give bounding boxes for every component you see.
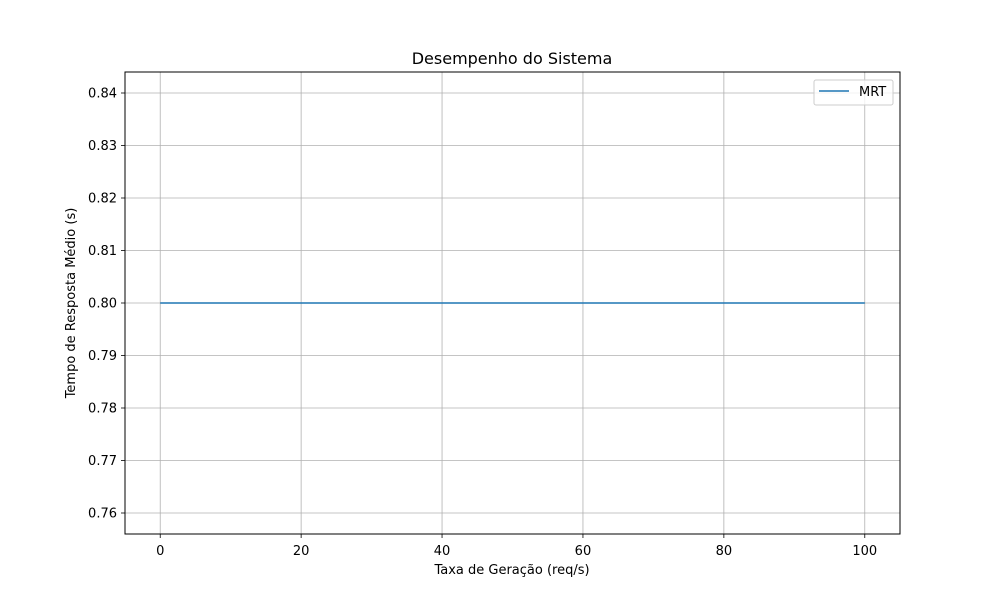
y-axis-label: Tempo de Resposta Médio (s) [64, 208, 79, 400]
y-tick-label: 0.82 [88, 192, 117, 207]
legend-label-mrt: MRT [859, 85, 886, 100]
x-tick-label: 100 [852, 544, 877, 559]
y-tick-label: 0.77 [88, 454, 117, 469]
axis-ticks: 0 20 40 60 80 100 0.76 0.77 0.78 0.79 0.80 0.81 0.82… [88, 87, 877, 560]
x-tick-label: 0 [156, 544, 164, 559]
y-tick-label: 0.83 [88, 139, 117, 154]
legend-box [813, 79, 894, 106]
y-tick-label: 0.78 [88, 402, 117, 417]
x-tick-label: 20 [293, 544, 310, 559]
x-tick-label: 60 [575, 544, 592, 559]
x-tick-label: 40 [434, 544, 451, 559]
y-tick-label: 0.80 [88, 297, 117, 312]
y-tick-label: 0.79 [88, 349, 117, 364]
y-tick-label: 0.84 [88, 87, 117, 102]
chart-title: Desempenho do Sistema [412, 49, 613, 68]
y-tick-label: 0.81 [88, 244, 117, 259]
x-tick-label: 80 [716, 544, 733, 559]
y-tick-label: 0.76 [88, 507, 117, 522]
legend: MRT [813, 79, 894, 106]
x-axis-label: Taxa de Geração (req/s) [433, 563, 589, 578]
